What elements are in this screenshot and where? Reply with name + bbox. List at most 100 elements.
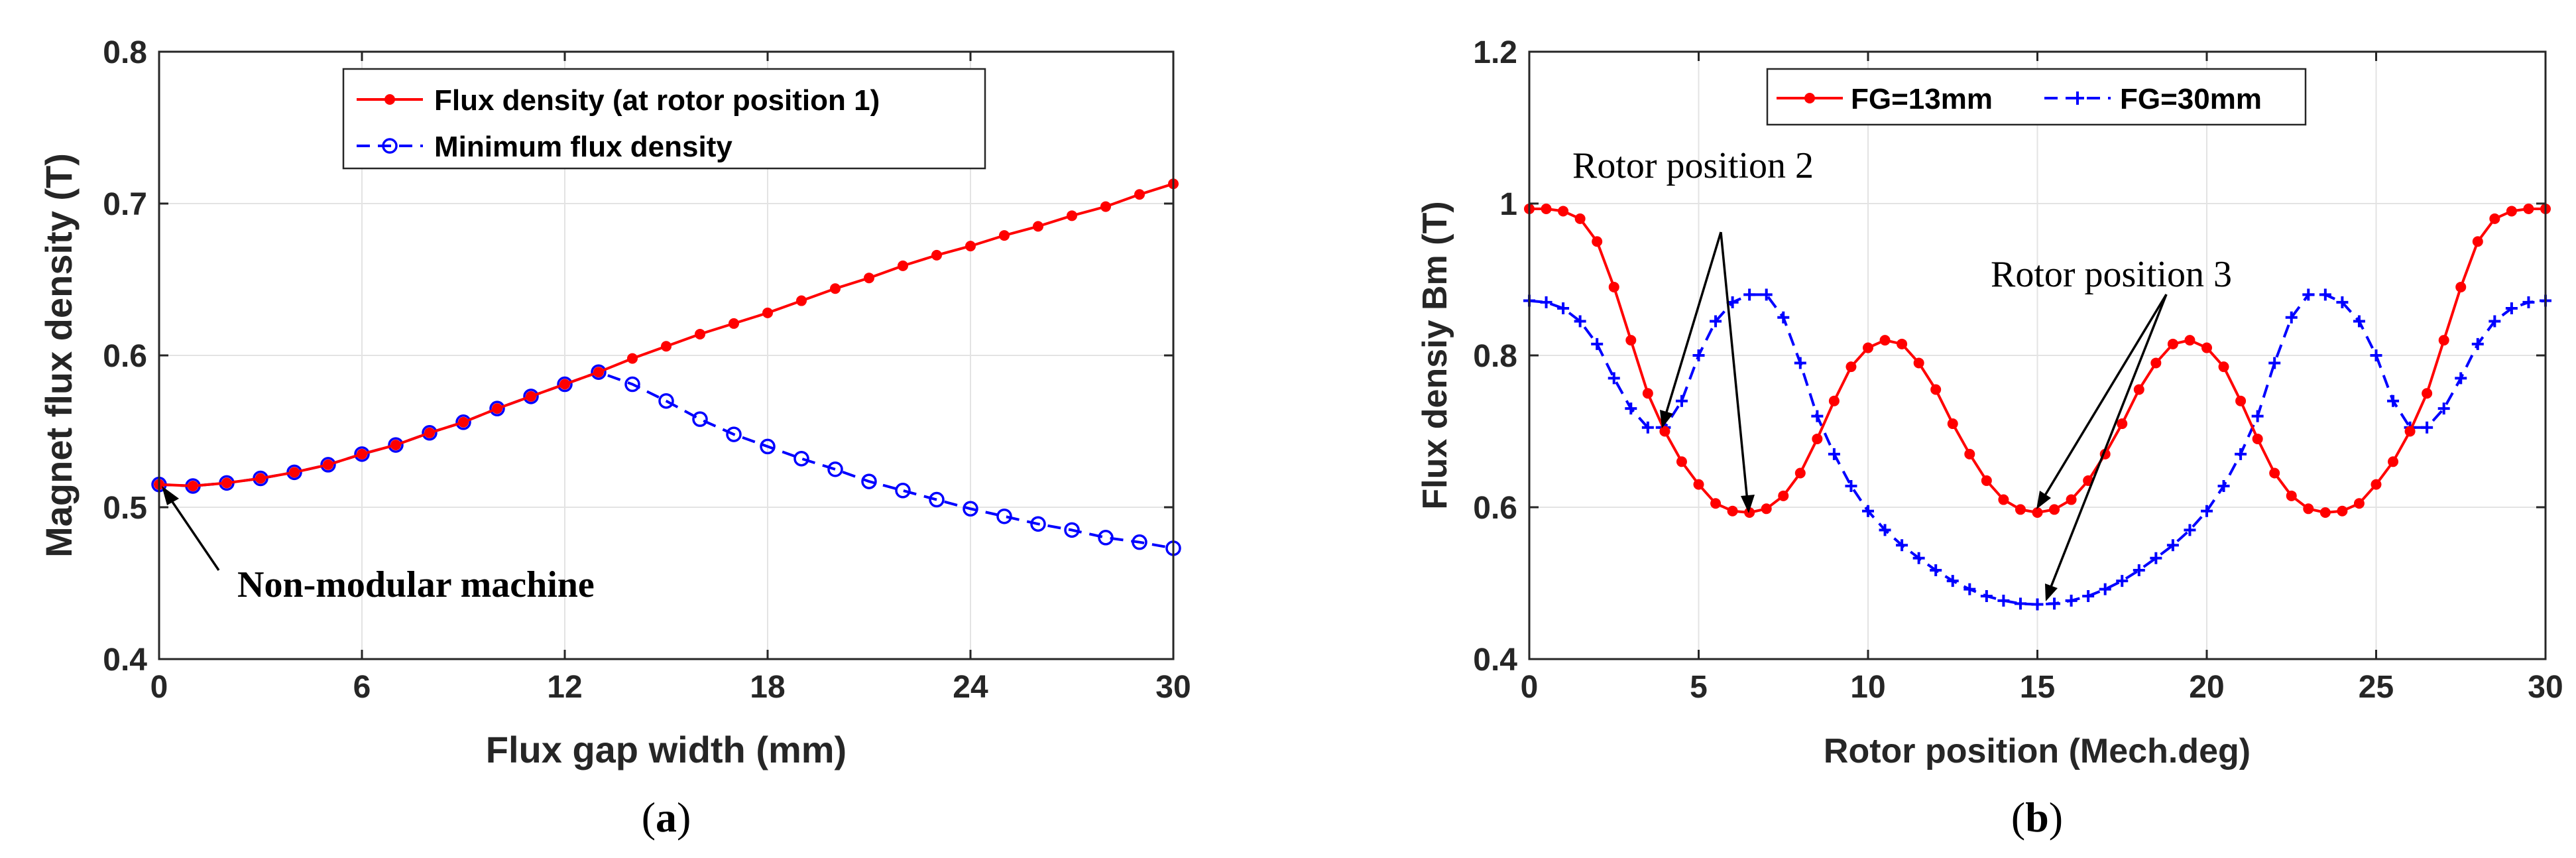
chart-b-series-0-point-13 bbox=[1744, 507, 1755, 519]
chart-b-series-0-point-57 bbox=[2489, 213, 2500, 224]
chart-b-ytick-0: 0.4 bbox=[1473, 643, 1517, 678]
chart-b-series-1-point-42 bbox=[2235, 448, 2247, 460]
chart-b-series-1-point-2 bbox=[1557, 302, 1570, 315]
chart-a-ylabel: Magnet flux density (T) bbox=[38, 153, 80, 558]
chart-b-series-0-point-51 bbox=[2388, 456, 2399, 467]
chart-a-series-1-point-23 bbox=[929, 491, 945, 508]
chart-a-ytick-1: 0.5 bbox=[103, 491, 147, 526]
chart-b-ytick-3: 1 bbox=[1499, 187, 1517, 222]
chart-b-legend: FG=13mm FG=30mm bbox=[1766, 68, 2307, 126]
chart-a-series-1-point-27 bbox=[1064, 522, 1080, 538]
chart-b-xtick-1: 5 bbox=[1690, 670, 1708, 705]
chart-b-series-0-point-45 bbox=[2286, 490, 2297, 501]
chart-b-ytick-4: 1.2 bbox=[1473, 35, 1517, 70]
chart-a-series-0-point-3 bbox=[255, 473, 266, 484]
annotation-b-arrowhead-2a bbox=[2036, 491, 2051, 509]
chart-b-series-1-point-32 bbox=[2065, 594, 2078, 607]
legend-b-marker-1 bbox=[1804, 93, 1815, 103]
chart-a-xlabel: Flux gap width (mm) bbox=[486, 729, 847, 770]
chart-b-xtick-6: 30 bbox=[2528, 670, 2563, 705]
legend-b-label-2: FG=30mm bbox=[2120, 83, 2262, 115]
chart-a-series-1-point-16 bbox=[692, 411, 708, 427]
chart-b-series-0-point-41 bbox=[2218, 361, 2229, 373]
legend-a-marker-2 bbox=[382, 138, 398, 154]
chart-b-series-1-point-24 bbox=[1930, 564, 1942, 577]
chart-b-series-0-point-2 bbox=[1558, 206, 1569, 217]
annotation-b-arrow-2b bbox=[2048, 294, 2168, 591]
chart-b-series-0-point-7 bbox=[1642, 388, 1653, 399]
chart-b-series-0-point-30 bbox=[2032, 507, 2043, 519]
chart-b-xtick-3: 15 bbox=[2020, 670, 2055, 705]
chart-b-xtick-4: 20 bbox=[2189, 670, 2224, 705]
chart-a-series-0-point-7 bbox=[390, 440, 401, 451]
caption-b: (b) bbox=[2011, 794, 2063, 841]
chart-a-series-0-point-2 bbox=[221, 477, 232, 489]
chart-b-series-0-point-42 bbox=[2235, 395, 2247, 406]
chart-b-series-0-point-14 bbox=[1761, 503, 1772, 515]
chart-a-series-1-point-15 bbox=[658, 393, 674, 409]
chart-b-series-1-point-22 bbox=[1896, 539, 1908, 552]
chart-b-series-0-point-50 bbox=[2371, 479, 2382, 490]
chart-a-series-0-point-26 bbox=[1033, 221, 1043, 232]
chart-a-series-1-point-21 bbox=[861, 473, 877, 489]
chart-a-series-1-point-17 bbox=[726, 426, 742, 442]
chart-a-series-0-point-9 bbox=[458, 416, 469, 428]
chart-b-series-1-point-7 bbox=[1641, 421, 1654, 434]
annotation-b-arrowhead-1b bbox=[1741, 495, 1755, 513]
chart-a-ytick-0: 0.4 bbox=[103, 643, 147, 678]
chart-b-series-0-point-44 bbox=[2269, 467, 2280, 479]
chart-b-series-1-point-43 bbox=[2251, 410, 2264, 422]
annotation-b-arrow-1b bbox=[1720, 231, 1749, 502]
chart-a-series-0-point-22 bbox=[898, 260, 908, 271]
chart-a-series-1-point-9 bbox=[455, 414, 471, 430]
caption-a: (a) bbox=[642, 794, 691, 841]
chart-a-series-1-point-14 bbox=[624, 376, 640, 393]
chart-a-xtick-3: 18 bbox=[750, 670, 785, 705]
chart-b-series-1-point-3 bbox=[1574, 315, 1586, 328]
chart-a-ytick-2: 0.6 bbox=[103, 339, 147, 374]
chart-a-series-0-point-18 bbox=[762, 307, 773, 318]
chart-a-ytick-3: 0.7 bbox=[103, 187, 147, 222]
chart-b-series-0-point-31 bbox=[2049, 504, 2060, 515]
chart-a-series-0-point-1 bbox=[188, 480, 198, 491]
chart-b-series-1-point-15 bbox=[1777, 311, 1790, 324]
chart-b-series-0-point-17 bbox=[1812, 433, 1823, 444]
chart-b-series-0-point-49 bbox=[2353, 498, 2365, 509]
chart-a-series-1-point-29 bbox=[1132, 534, 1147, 550]
chart-b-series-1-point-28 bbox=[1997, 594, 2010, 607]
chart-b-series-0-point-55 bbox=[2455, 281, 2467, 292]
chart-b-series-1-point-50 bbox=[2370, 349, 2382, 361]
chart-a-legend-box bbox=[342, 68, 986, 170]
chart-a-xtick-4: 24 bbox=[953, 670, 988, 705]
annotation-b-arrow-2a bbox=[2042, 294, 2168, 499]
chart-a-ticks: 0 6 12 18 24 30 0.4 0.5 0.6 0.7 0.8 bbox=[103, 35, 1191, 705]
chart-a-xtick-1: 6 bbox=[353, 670, 371, 705]
chart-b-series-0-point-24 bbox=[1930, 384, 1942, 395]
chart-a-series-1-point-10 bbox=[489, 400, 505, 416]
chart-b-series-0-point-43 bbox=[2252, 433, 2263, 444]
chart-a-series-1-point-22 bbox=[895, 483, 911, 499]
chart-b-series-1-point-16 bbox=[1794, 357, 1806, 369]
chart-a-series bbox=[151, 178, 1181, 556]
chart-b-series-1-point-21 bbox=[1879, 524, 1891, 536]
chart-b-series-0-point-28 bbox=[1998, 494, 2009, 505]
chart-b-series-1-point-53 bbox=[2421, 421, 2433, 434]
chart-b-ticks: 0 5 10 15 20 25 30 0.4 0.6 0.8 1 1.2 bbox=[1473, 35, 2563, 705]
chart-a-series-0-point-6 bbox=[357, 448, 367, 460]
chart-a-ytick-4: 0.8 bbox=[103, 35, 147, 70]
chart-b-series-0-point-23 bbox=[1913, 357, 1924, 369]
annotation-b-label-2: Rotor position 3 bbox=[1991, 254, 2232, 295]
chart-b-series-1-point-51 bbox=[2387, 395, 2400, 407]
chart-b-series-1-point-19 bbox=[1845, 479, 1857, 492]
chart-b-series-1-point-31 bbox=[2048, 597, 2061, 610]
chart-b-series-1-point-40 bbox=[2201, 505, 2213, 517]
chart-b-series-0-point-19 bbox=[1845, 361, 1857, 373]
chart-b-ylabel: Flux densiy Bm (T) bbox=[1416, 201, 1454, 509]
chart-b-series-0-point-6 bbox=[1625, 335, 1637, 346]
chart-b-ytick-2: 0.8 bbox=[1473, 339, 1517, 374]
chart-b-series-0-point-46 bbox=[2303, 503, 2314, 515]
chart-b-series-1-point-25 bbox=[1946, 575, 1959, 587]
chart-b-series-1-point-17 bbox=[1811, 410, 1824, 422]
chart-a-series-1-point-5 bbox=[320, 457, 336, 473]
